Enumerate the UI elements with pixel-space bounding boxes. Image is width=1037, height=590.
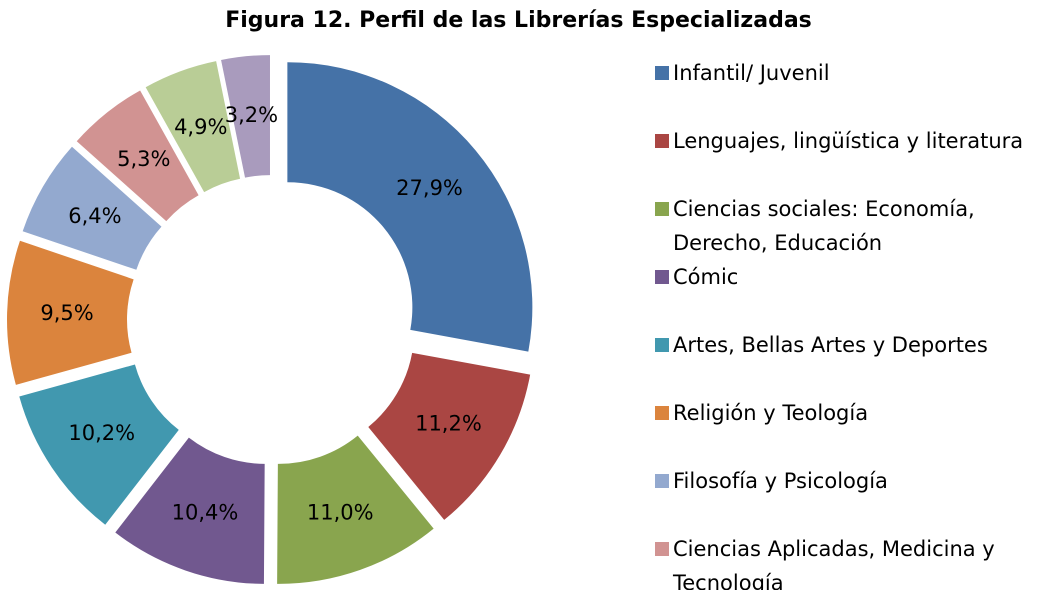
legend-swatch bbox=[655, 474, 669, 488]
plot: 27,9% 11,2% 11,0% 10,4% 10,2% 9,5% 6,4% 5,3%4,9… bbox=[7, 55, 533, 584]
legend-item: Ciencias sociales: Economía, Derecho, Ed… bbox=[655, 192, 1035, 260]
slice bbox=[115, 437, 265, 584]
legend-item: Lenguajes, lingüística y literatura bbox=[655, 124, 1035, 192]
legend-swatch bbox=[655, 270, 669, 284]
slice bbox=[221, 55, 270, 178]
data-label: 9,5% bbox=[40, 301, 93, 325]
legend-label: Cómic bbox=[673, 265, 739, 289]
legend-swatch bbox=[655, 202, 669, 216]
slice bbox=[7, 240, 134, 385]
legend-label: Lenguajes, lingüística y literatura bbox=[673, 129, 1024, 153]
slice bbox=[287, 62, 533, 352]
legend-item: Cómic bbox=[655, 260, 1035, 328]
legend-swatch bbox=[655, 134, 669, 148]
data-label: 3,2% bbox=[225, 103, 278, 127]
legend-swatch bbox=[655, 66, 669, 80]
slice bbox=[22, 146, 162, 270]
data-label: 10,2% bbox=[68, 421, 135, 445]
legend-label: Ciencias sociales: Economía, Derecho, Ed… bbox=[673, 197, 975, 255]
legend-item: Religión y Teología bbox=[655, 396, 1035, 464]
slice bbox=[76, 90, 199, 222]
legend-swatch bbox=[655, 542, 669, 556]
legend-item: Filosofía y Psicología bbox=[655, 464, 1035, 532]
legend-swatch bbox=[655, 338, 669, 352]
legend-label: Religión y Teología bbox=[673, 401, 869, 425]
legend-item: Artes, Bellas Artes y Deportes bbox=[655, 328, 1035, 396]
chart-title: Figura 12. Perfil de las Librerías Espec… bbox=[225, 8, 812, 33]
legend-item: Infantil/ Juvenil bbox=[655, 56, 1035, 124]
data-label: 11,0% bbox=[307, 500, 374, 524]
data-label: 4,9% bbox=[174, 115, 227, 139]
legend-label: Infantil/ Juvenil bbox=[673, 61, 830, 85]
data-label: 6,4% bbox=[68, 204, 121, 228]
slice bbox=[19, 364, 179, 525]
legend-label: Artes, Bellas Artes y Deportes bbox=[673, 333, 988, 357]
legend-label: Ciencias Aplicadas, Medicina y Tecnologí… bbox=[673, 537, 995, 590]
legend-swatch bbox=[655, 406, 669, 420]
legend: Infantil/ Juvenil Lenguajes, lingüística … bbox=[655, 56, 1035, 590]
data-label: 27,9% bbox=[396, 176, 463, 200]
legend-item: Ciencias Aplicadas, Medicina y Tecnologí… bbox=[655, 532, 1035, 590]
data-label: 11,2% bbox=[415, 411, 482, 435]
slice bbox=[145, 61, 241, 193]
slice bbox=[368, 352, 531, 520]
data-label: 5,3% bbox=[117, 147, 170, 171]
slice bbox=[277, 435, 434, 584]
legend-label: Filosofía y Psicología bbox=[673, 469, 888, 493]
data-label: 10,4% bbox=[172, 501, 239, 525]
